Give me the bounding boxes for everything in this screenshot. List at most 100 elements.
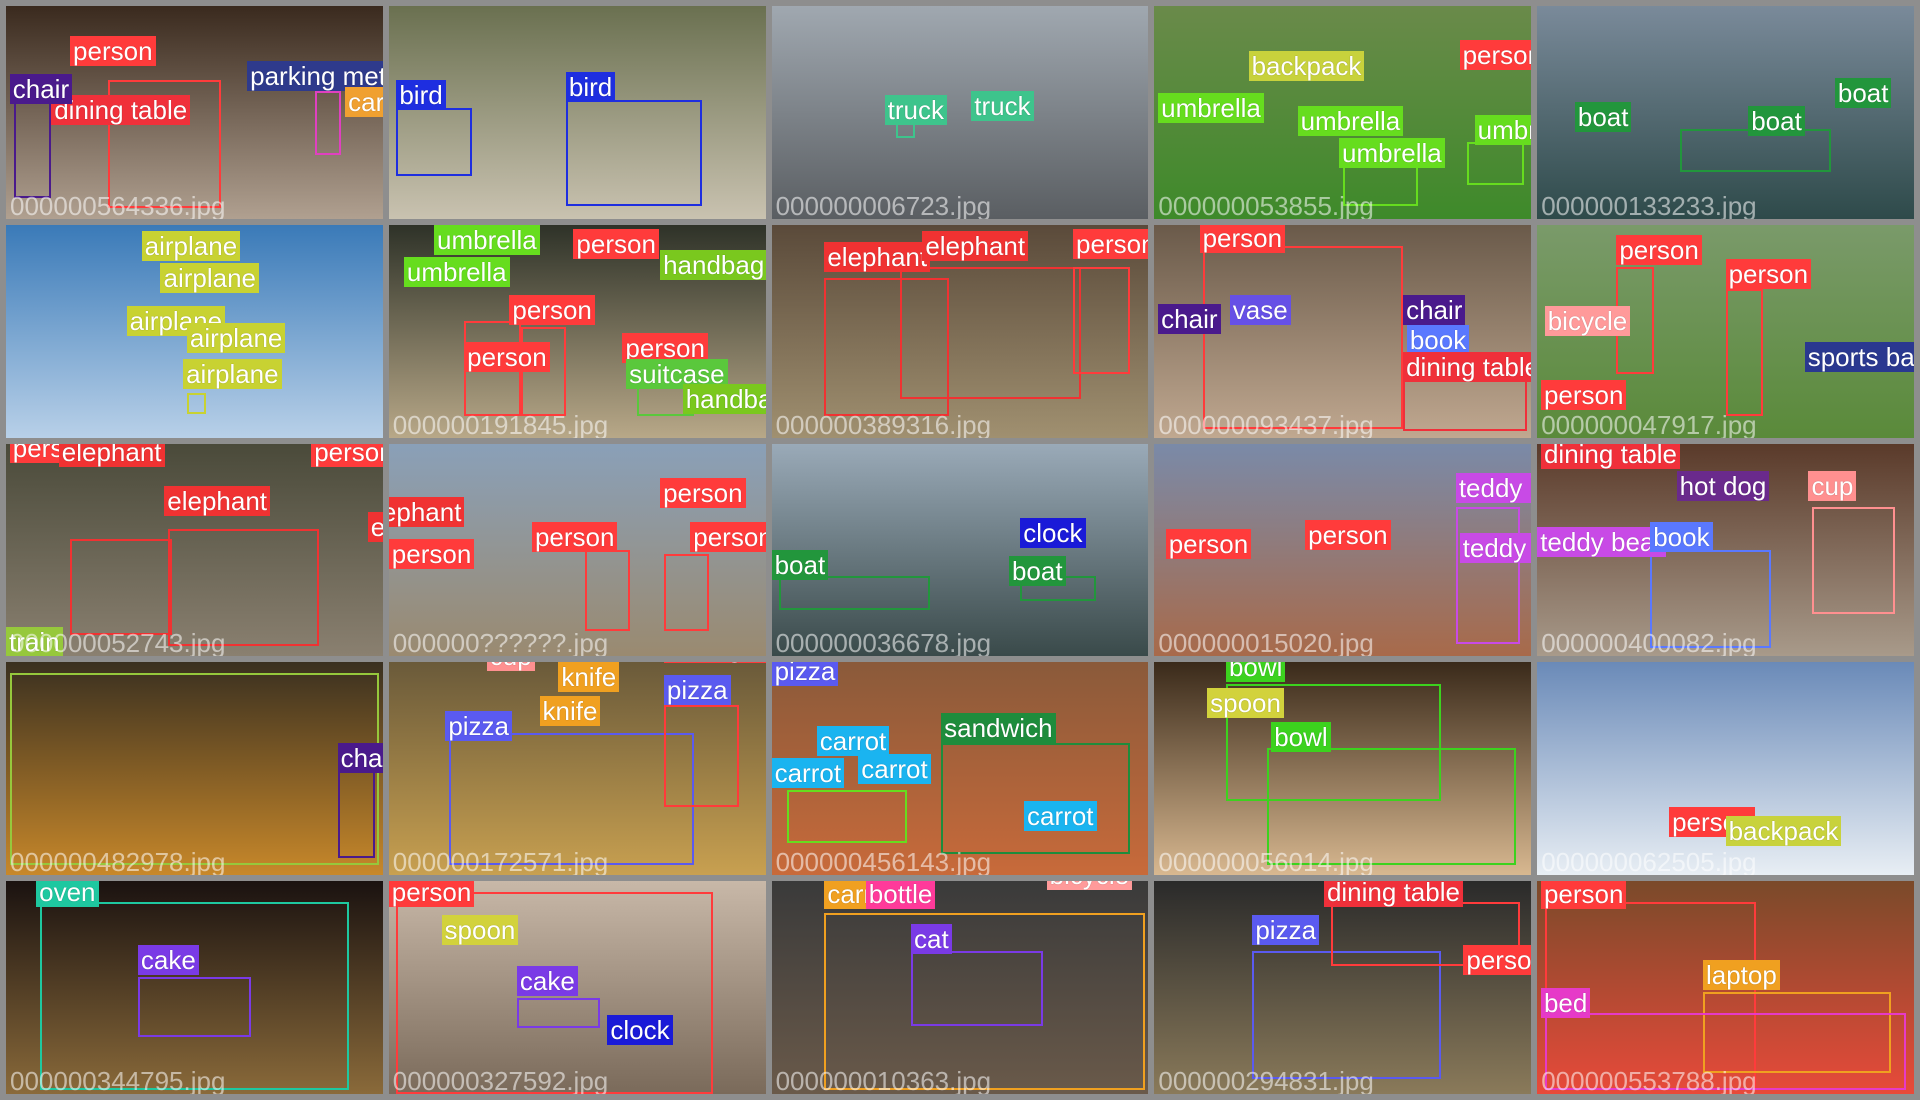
detection-label: elephant: [58, 443, 165, 468]
bounding-box: [1403, 378, 1528, 432]
image-tile: person person teddy bear teddy bear 00000001…: [1154, 443, 1532, 657]
detection-label: person: [70, 35, 156, 66]
detection-label: book: [1650, 522, 1713, 553]
bounding-box: [824, 277, 949, 417]
detection-label: pizza: [663, 675, 731, 706]
bounding-box: [186, 392, 206, 415]
file-name: 000000062505.jpg: [1541, 847, 1757, 876]
bounding-box: [786, 790, 908, 844]
detection-label: person: [509, 295, 595, 326]
image-tile: personelephantpersonelephantelephanttrai…: [6, 443, 383, 657]
image-tile: carrotbottlecatbicycle000000010363.jpg: [771, 881, 1149, 1094]
file-name: 000000053855.jpg: [1158, 190, 1374, 219]
bounding-box: [396, 891, 713, 1094]
detection-label: person: [388, 539, 475, 570]
bounding-box: [449, 732, 694, 865]
image-tile: bowl spoon bowl 000000056014.jpg: [1154, 662, 1532, 876]
image-tile: elephant elephant person 000000389316.jpg: [771, 224, 1149, 438]
bounding-box: [663, 554, 710, 631]
detection-label: train: [6, 626, 63, 657]
file-name: 000000010363.jpg: [775, 1065, 992, 1094]
file-name: 000000052743.jpg: [10, 628, 226, 657]
detection-label: handbag: [682, 384, 766, 415]
detection-label: chair: [1158, 303, 1221, 334]
image-tile: truck truck 000000006723.jpg: [771, 6, 1149, 219]
photo: [771, 881, 1149, 1094]
detection-label: person: [1463, 945, 1532, 976]
detection-label: dining table: [1540, 443, 1680, 470]
detection-label: dining table: [1323, 881, 1463, 907]
detection-label: elephant: [824, 241, 931, 272]
detection-label: car: [345, 86, 383, 117]
detection-label: truck: [884, 95, 947, 126]
bounding-box: [1252, 951, 1441, 1080]
detection-label: bed: [1540, 987, 1591, 1018]
detection-label: truck: [971, 91, 1034, 122]
file-name: 000000400082.jpg: [1541, 628, 1757, 657]
bounding-box: [516, 998, 600, 1028]
image-tile: person vase chair chair book dining table 0000…: [1154, 224, 1532, 438]
detection-label: teddy bear: [1459, 532, 1532, 563]
detection-label: elephant: [388, 496, 465, 527]
image-tile: dining table hot dog cup teddy bear book 0000…: [1537, 443, 1914, 657]
image-tile: airplane airplane airplane airplane airplane: [6, 224, 383, 438]
file-name: 000000006723.jpg: [775, 190, 992, 219]
detection-label: bottle: [865, 881, 936, 910]
image-tile: cupknifewine glasspizzapizzaknife0000001…: [388, 662, 766, 876]
detection-label: person: [1305, 520, 1391, 551]
detection-label: umbrella: [1474, 114, 1532, 145]
detection-label: airplane: [141, 231, 241, 262]
detection-label: cup: [486, 662, 535, 672]
bounding-box: [1702, 991, 1892, 1073]
bounding-box: [663, 704, 740, 808]
detection-label: person: [622, 333, 708, 364]
detection-label: person: [464, 341, 550, 372]
detection-label: pizza: [445, 711, 513, 742]
detection-label: spoon: [441, 915, 519, 946]
detection-label: sports ball: [1804, 341, 1914, 372]
bounding-box: [314, 91, 342, 155]
detection-label: carrot: [771, 758, 845, 789]
detection-label: person: [690, 522, 766, 553]
detection-label: chair: [337, 743, 383, 774]
detection-label: clock: [1020, 518, 1086, 549]
image-tile: chair 000000482978.jpg: [6, 662, 383, 876]
bounding-box: [337, 768, 376, 859]
detection-label: pizza: [771, 662, 839, 687]
detection-label: dining table: [1403, 352, 1532, 383]
detection-label: knife: [558, 662, 620, 693]
image-tile: clock boat boat 000000036678.jpg: [771, 443, 1149, 657]
detection-label: carrot: [858, 753, 931, 784]
detection-label: backpack: [1248, 50, 1365, 81]
detection-label: hot dog: [1676, 471, 1770, 502]
detection-label: boat: [1834, 78, 1892, 109]
file-name: 000000015020.jpg: [1158, 628, 1374, 657]
image-tile: bird bird: [388, 6, 766, 219]
image-tile: boat boat boat 000000133233.jpg: [1537, 6, 1914, 219]
detection-label: airplane: [183, 358, 282, 389]
file-name: 000000553788.jpg: [1541, 1065, 1757, 1094]
photo: [1154, 881, 1532, 1094]
detection-label: airplane: [160, 263, 259, 294]
detection-label: sandwich: [941, 713, 1056, 744]
detection-label: airplane: [126, 305, 226, 336]
detection-label: laptop: [1702, 959, 1780, 990]
detection-label: umbrella: [1297, 106, 1404, 137]
image-tile: elephant person person person person 000000??…: [388, 443, 766, 657]
detection-label: airplane: [186, 322, 286, 353]
detection-label: carrot: [816, 726, 890, 757]
detection-label: cake: [137, 945, 199, 976]
detection-label: carrot: [1024, 800, 1097, 831]
bounding-box: [779, 575, 930, 610]
detection-label: elephant: [922, 231, 1029, 262]
photo: [6, 662, 383, 876]
file-name: 000000456143.jpg: [775, 847, 992, 876]
file-name: 000000??????.jpg: [392, 628, 609, 657]
detection-label: umbrella: [403, 256, 510, 287]
file-name: 000000294831.jpg: [1158, 1065, 1374, 1094]
file-name: 000000133233.jpg: [1541, 190, 1757, 219]
photo: [6, 881, 383, 1094]
bounding-box: [13, 101, 52, 198]
